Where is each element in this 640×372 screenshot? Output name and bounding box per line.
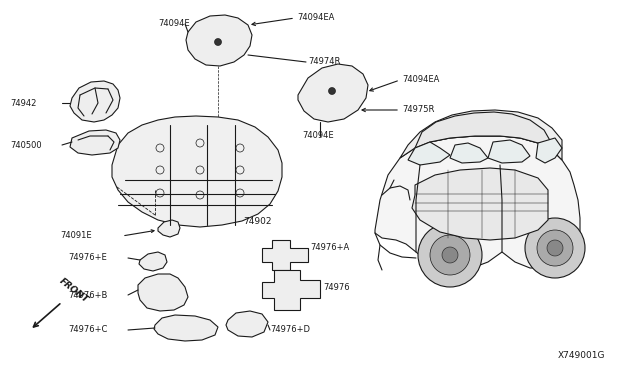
Text: X749001G: X749001G (557, 350, 605, 359)
Circle shape (442, 247, 458, 263)
Polygon shape (412, 168, 548, 240)
Text: 74976: 74976 (323, 283, 349, 292)
Text: 74094E: 74094E (302, 131, 333, 141)
Polygon shape (488, 140, 530, 163)
Circle shape (547, 240, 563, 256)
Polygon shape (158, 220, 180, 237)
Text: 740500: 740500 (10, 141, 42, 150)
Polygon shape (400, 110, 562, 160)
Polygon shape (186, 15, 252, 66)
Text: 74976+E: 74976+E (68, 253, 107, 263)
Text: 74091E: 74091E (60, 231, 92, 241)
Text: 74902: 74902 (243, 218, 271, 227)
Text: 74942: 74942 (10, 99, 36, 108)
Polygon shape (408, 142, 450, 165)
Text: 74094EA: 74094EA (402, 76, 440, 84)
Polygon shape (139, 252, 167, 271)
Text: 74976+C: 74976+C (68, 326, 108, 334)
Polygon shape (70, 81, 120, 122)
Polygon shape (138, 274, 188, 311)
Circle shape (328, 87, 335, 94)
Polygon shape (450, 143, 488, 163)
Text: 74976+D: 74976+D (270, 326, 310, 334)
Text: FRONT: FRONT (58, 277, 90, 305)
Circle shape (537, 230, 573, 266)
Polygon shape (298, 64, 368, 122)
Text: 74094EA: 74094EA (297, 13, 334, 22)
Polygon shape (262, 240, 308, 270)
Polygon shape (375, 136, 580, 270)
Polygon shape (536, 138, 562, 163)
Circle shape (525, 218, 585, 278)
Polygon shape (70, 130, 120, 155)
Circle shape (418, 223, 482, 287)
Polygon shape (154, 315, 218, 341)
Polygon shape (262, 270, 320, 310)
Polygon shape (415, 112, 552, 148)
Polygon shape (112, 116, 282, 227)
Text: 74974R: 74974R (308, 58, 340, 67)
Circle shape (430, 235, 470, 275)
Text: 74975R: 74975R (402, 106, 435, 115)
Text: 74094E: 74094E (158, 19, 189, 29)
Text: 74976+B: 74976+B (68, 291, 108, 299)
Circle shape (214, 38, 221, 45)
Text: 74976+A: 74976+A (310, 244, 349, 253)
Polygon shape (226, 311, 268, 337)
